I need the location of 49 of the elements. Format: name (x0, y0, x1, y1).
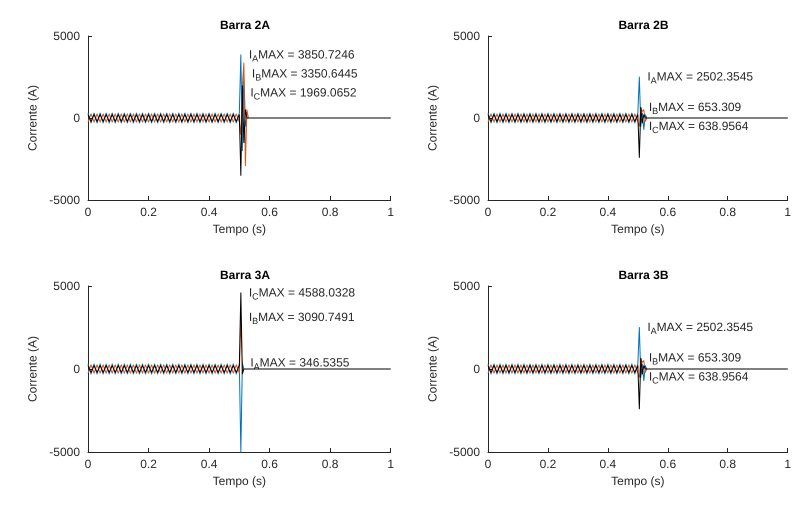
y-tick-label: 0 (473, 362, 480, 376)
x-tick-label: 0.8 (719, 457, 736, 471)
y-tick-label: 5000 (53, 279, 80, 293)
x-tick-label: 0.6 (659, 205, 676, 219)
x-axis-title: Tempo (s) (611, 222, 665, 236)
line-series (88, 85, 392, 176)
y-tick-label: 5000 (453, 279, 480, 293)
x-tick-label: 0.2 (540, 205, 557, 219)
chart-title: Barra 2B (618, 18, 669, 32)
x-tick-label: 0 (484, 205, 492, 219)
x-tick-label: 0 (84, 205, 92, 219)
y-axis-title: Corrente (A) (25, 84, 40, 152)
x-tick-label: 0.8 (322, 205, 339, 219)
x-tick-label: 0.2 (140, 205, 158, 219)
x-tick-label: 0.8 (719, 205, 736, 219)
x-tick-label: 0.4 (600, 205, 617, 219)
x-tick-label: 1 (784, 205, 792, 219)
x-tick-label: 0.2 (540, 457, 557, 471)
x-tick-label: 0 (484, 457, 492, 471)
x-tick-label: 1 (387, 205, 394, 219)
x-tick-label: 1 (784, 457, 792, 471)
x-axis-title: Tempo (s) (611, 474, 665, 488)
x-tick-label: 0.6 (659, 457, 676, 471)
x-tick-label: 0.4 (600, 457, 617, 471)
y-axis-title: Corrente (A) (25, 336, 40, 402)
y-tick-label: 0 (73, 111, 80, 125)
x-axis-title: Tempo (s) (212, 222, 266, 236)
x-tick-label: 0 (84, 457, 92, 471)
x-tick-label: 0.4 (200, 205, 218, 219)
x-tick-label: 0.4 (200, 457, 218, 471)
x-axis-title: Tempo (s) (212, 474, 266, 488)
y-tick-label: 5000 (53, 29, 80, 43)
chart-title: Barra 2A (220, 18, 270, 32)
x-tick-label: 1 (387, 457, 394, 471)
x-tick-label: 0.2 (140, 457, 158, 471)
y-tick-label: 0 (73, 362, 80, 376)
y-tick-label: -5000 (449, 445, 480, 459)
y-axis-title: Corrente (A) (425, 336, 440, 402)
y-tick-label: -5000 (49, 193, 80, 207)
x-tick-label: 0.6 (261, 205, 278, 219)
y-tick-label: 0 (473, 111, 480, 125)
y-tick-label: -5000 (449, 193, 480, 207)
y-tick-label: 5000 (453, 29, 480, 43)
y-axis-title: Corrente (A) (425, 84, 440, 152)
y-tick-label: -5000 (49, 445, 80, 459)
x-tick-label: 0.8 (322, 457, 339, 471)
chart-title: Barra 3B (618, 268, 669, 282)
x-tick-label: 0.6 (261, 457, 278, 471)
chart-title: Barra 3A (220, 268, 270, 282)
